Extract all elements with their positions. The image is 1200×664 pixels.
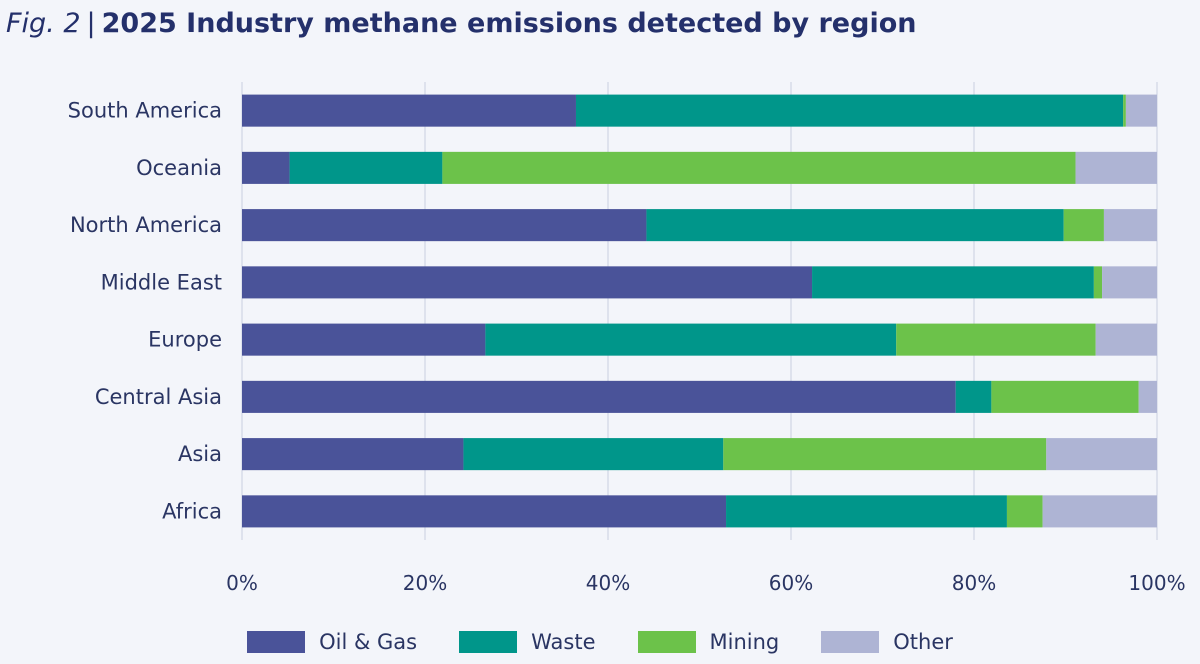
title-separator: | xyxy=(86,8,96,39)
legend-swatch xyxy=(247,631,306,653)
bar-europe-waste xyxy=(485,323,897,356)
bar-africa-mining xyxy=(1006,495,1043,528)
bar-central-asia-oil-gas xyxy=(242,380,956,413)
x-tick-label-0: 0% xyxy=(226,571,258,595)
bar-middle-east-waste xyxy=(812,266,1094,299)
bar-oceania-waste xyxy=(289,151,443,184)
x-tick-label-80: 80% xyxy=(952,571,996,595)
y-category-label: Asia xyxy=(178,442,222,466)
y-category-label: South America xyxy=(68,99,222,123)
bar-north-america-mining xyxy=(1063,209,1104,242)
bar-asia-oil-gas xyxy=(242,438,464,471)
bar-oceania-mining xyxy=(442,151,1076,184)
figure-label: Fig. 2 xyxy=(6,8,81,39)
chart-title-text: 2025 Industry methane emissions detected… xyxy=(101,8,917,39)
bar-middle-east-other xyxy=(1102,266,1157,299)
x-tick-label-40: 40% xyxy=(586,571,630,595)
bar-africa-waste xyxy=(726,495,1007,528)
bar-central-asia-waste xyxy=(955,380,992,413)
y-category-label: North America xyxy=(70,213,222,237)
chart-title: Fig. 2 | 2025 Industry methane emissions d… xyxy=(6,4,916,44)
bar-middle-east-oil-gas xyxy=(242,266,813,299)
legend-item-other: Other xyxy=(821,630,953,654)
bar-europe-other xyxy=(1095,323,1157,356)
x-tick-label-60: 60% xyxy=(769,571,813,595)
bar-oceania-oil-gas xyxy=(242,151,290,184)
bar-south-america-oil-gas xyxy=(242,94,576,127)
legend-item-mining: Mining xyxy=(637,630,780,654)
bar-south-america-mining xyxy=(1123,94,1126,127)
legend-label: Other xyxy=(893,630,953,654)
y-category-label: Europe xyxy=(148,328,222,352)
legend-label: Mining xyxy=(709,630,780,654)
legend-label: Waste xyxy=(531,630,596,654)
legend-swatch xyxy=(459,631,518,653)
bar-africa-other xyxy=(1042,495,1157,528)
y-category-label: Africa xyxy=(162,499,222,523)
y-category-label: Central Asia xyxy=(95,385,222,409)
bar-south-america-waste xyxy=(575,94,1124,127)
bar-south-america-other xyxy=(1125,94,1157,127)
chart-legend: Oil & Gas Waste Mining Other xyxy=(0,624,1200,660)
y-category-label: Middle East xyxy=(101,270,222,294)
bar-oceania-other xyxy=(1075,151,1157,184)
bar-asia-mining xyxy=(723,438,1047,471)
bar-europe-oil-gas xyxy=(242,323,486,356)
legend-swatch xyxy=(637,631,696,653)
bar-north-america-waste xyxy=(646,209,1064,242)
x-tick-label-100: 100% xyxy=(1128,571,1185,595)
bar-africa-oil-gas xyxy=(242,495,727,528)
legend-label: Oil & Gas xyxy=(319,630,418,654)
bar-asia-waste xyxy=(463,438,724,471)
legend-item-oil-gas: Oil & Gas xyxy=(247,630,417,654)
bar-middle-east-mining xyxy=(1093,266,1103,299)
legend-swatch xyxy=(821,631,880,653)
bar-north-america-other xyxy=(1103,209,1157,242)
bar-europe-mining xyxy=(896,323,1096,356)
bar-central-asia-mining xyxy=(991,380,1139,413)
y-category-label: Oceania xyxy=(136,156,222,180)
bar-central-asia-other xyxy=(1138,380,1157,413)
x-tick-label-20: 20% xyxy=(403,571,447,595)
bar-asia-other xyxy=(1046,438,1157,471)
bar-north-america-oil-gas xyxy=(242,209,647,242)
legend-item-waste: Waste xyxy=(459,630,596,654)
